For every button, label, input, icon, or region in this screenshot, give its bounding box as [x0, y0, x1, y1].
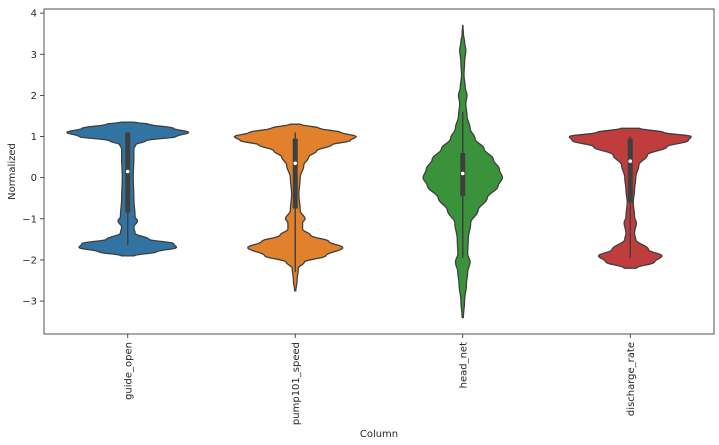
y-tick-label: 1 [31, 132, 37, 143]
x-tick-label: discharge_rate [626, 342, 637, 416]
y-tick-label: 0 [31, 173, 37, 184]
x-axis-label: Column [360, 429, 398, 440]
y-tick-label: −2 [22, 255, 37, 266]
y-tick-label: −3 [22, 297, 37, 308]
y-axis: −3 −2 −1 0 1 2 3 4 [22, 9, 44, 308]
x-tick-label: head_net [458, 342, 469, 388]
violin-median [460, 171, 465, 176]
x-tick-label: guide_open [123, 342, 134, 400]
violin-median [628, 159, 633, 164]
violin-iqr-box [627, 138, 633, 203]
y-tick-label: 2 [31, 91, 37, 102]
plot-frame [43, 8, 715, 335]
y-tick-label: −1 [22, 214, 37, 225]
x-tick-label: pump101_speed [291, 342, 302, 425]
violin-iqr-box [292, 138, 298, 209]
y-tick-label: 3 [31, 50, 37, 61]
y-tick-label: 4 [31, 9, 37, 20]
y-axis-label: Normalized [7, 143, 18, 200]
x-axis: guide_open pump101_speed head_net discharge… [123, 334, 637, 425]
violin-median [293, 161, 298, 166]
violins-layer [66, 24, 692, 319]
violin-median [125, 169, 130, 174]
